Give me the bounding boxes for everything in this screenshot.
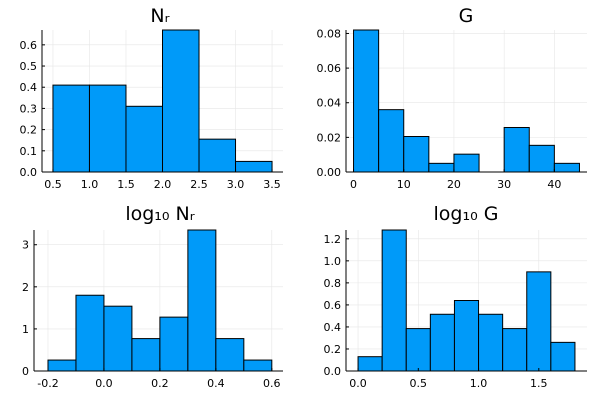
y-tick-label: 0.6 [20,39,38,52]
y-tick-label: 0.6 [324,299,342,312]
y-tick-label: 0.0 [324,365,342,378]
y-tick-label: 1.0 [324,255,342,268]
histogram-bar [125,105,163,173]
histogram-bar [187,229,217,372]
panel-title: G [459,5,474,27]
x-tick-label: 1.5 [530,377,548,390]
histogram-bar [243,359,273,372]
x-tick-label: 0.6 [263,377,281,390]
x-tick-label: 0.2 [151,377,169,390]
histogram-bar [550,341,576,372]
histogram-bar [453,300,480,372]
histogram-bar [159,316,189,372]
histogram-bar [353,29,380,173]
histogram-bar [526,271,552,372]
x-tick-label: 1.5 [117,178,135,191]
x-tick-label: 3.5 [263,178,281,191]
y-tick-label: 0.04 [317,97,342,110]
panel-g-histogram: G 0 10 20 30 40 0.00 0.02 0.04 0.06 0.08 [317,5,587,191]
x-tick-label: 30 [497,178,511,191]
y-tick-label: 0.2 [20,124,38,137]
histogram-bar [378,109,405,173]
histogram-bar [88,84,127,173]
x-tick-label: 0.0 [349,377,367,390]
x-tick-label: 20 [447,178,461,191]
x-tick-label: -0.2 [37,377,58,390]
y-tick-label: 2 [22,281,29,294]
y-tick-label: 0.2 [324,343,342,356]
x-tick-label: 1.0 [81,178,99,191]
x-tick-label: 2.5 [190,178,208,191]
y-tick-label: 0.8 [324,277,342,290]
histogram-bar [131,338,161,372]
x-tick-label: 1.0 [470,377,488,390]
histogram-bar [198,138,237,173]
histogram-bar [235,160,273,173]
panel-title: log₁₀ Nᵣ [125,203,194,225]
panel-title: Nᵣ [150,5,169,27]
y-tick-label: 3 [22,239,29,252]
y-tick-label: 0.5 [20,60,38,73]
histogram-bar [405,328,431,372]
y-tick-label: 0 [22,365,29,378]
histogram-bar [528,144,555,173]
histogram-bar [47,359,77,372]
x-tick-label: 0.5 [410,377,428,390]
x-tick-label: 3.0 [227,178,245,191]
histogram-bar [215,338,245,372]
x-tick-label: 40 [547,178,561,191]
x-tick-label: 0.0 [95,377,113,390]
y-tick-label: 0.1 [20,145,38,158]
y-tick-label: 0.02 [317,131,342,144]
histogram-bar [503,126,530,173]
x-tick-label: 10 [397,178,411,191]
y-tick-label: 0.4 [324,321,342,334]
y-tick-label: 1.2 [324,233,342,246]
y-tick-label: 0.0 [20,166,38,179]
histogram-bar [453,153,480,173]
y-tick-label: 0.00 [317,166,342,179]
histogram-bar [502,328,528,372]
panel-nr-histogram: Nᵣ 0.5 1.0 1.5 2.0 2.5 3.0 3.5 0.0 0.1 0.2 0.3 0.4 0… [20,5,283,191]
x-tick-label: 0.4 [207,377,225,390]
x-tick-label: 0.5 [44,178,62,191]
y-tick-label: 1 [22,323,29,336]
histogram-bar [428,162,455,173]
histogram-bar [52,84,90,173]
panel-log-g-histogram: log₁₀ G 0.0 0.5 1.0 1.5 0.0 0.2 0.4 0.6 0.8 1.0 1.… [324,203,587,390]
x-tick-label: 2.0 [154,178,172,191]
histogram-bar [162,29,200,173]
panel-log-nr-histogram: log₁₀ Nᵣ -0.2 0.0 0.2 0.4 0.6 0 1 2 3 [22,203,283,390]
histogram-bar [75,294,105,372]
x-tick-label: 0 [350,178,357,191]
histogram-bar [381,229,407,372]
histogram-bar [357,356,383,372]
histogram-bar [478,313,504,372]
y-tick-label: 0.08 [317,27,342,40]
histogram-bar [103,305,133,372]
panel-title: log₁₀ G [434,203,499,225]
histogram-bar [553,162,580,173]
histogram-bar [429,313,455,372]
histogram-bar [403,136,430,173]
y-tick-label: 0.3 [20,102,38,115]
y-tick-label: 0.06 [317,62,342,75]
y-tick-label: 0.4 [20,81,38,94]
